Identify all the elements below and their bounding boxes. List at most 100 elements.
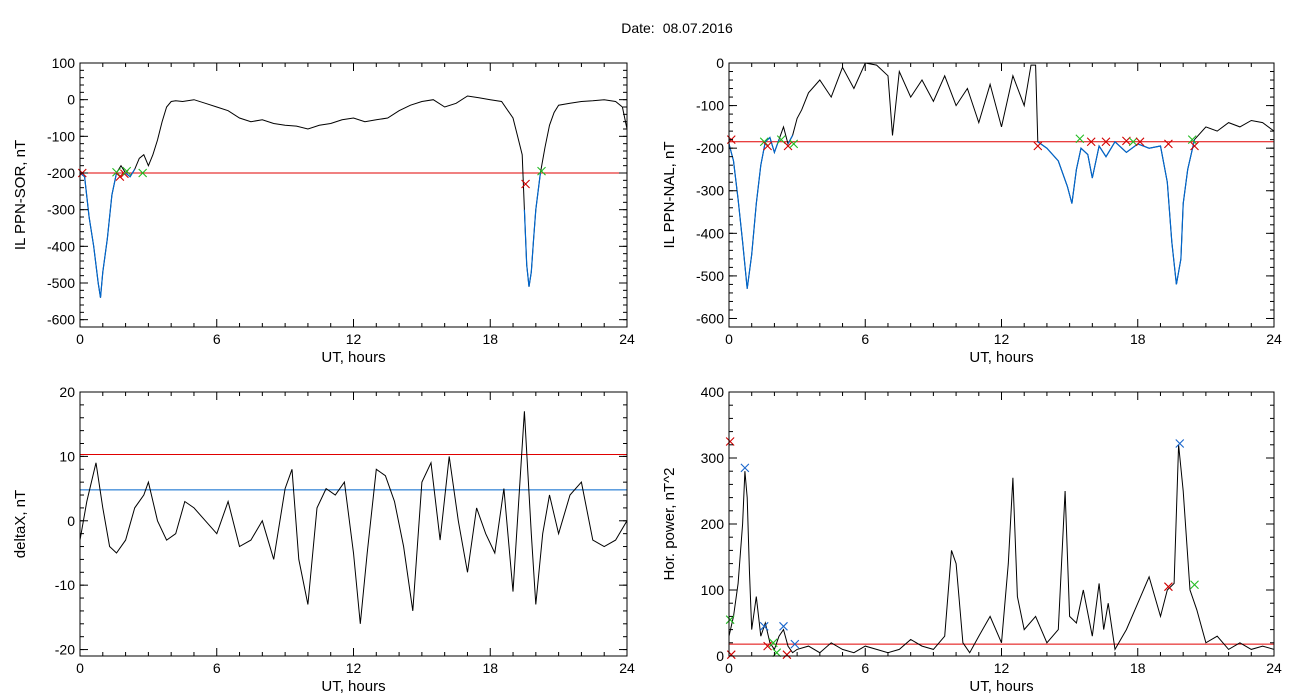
- nal-marker-green: [759, 137, 769, 147]
- deltax-x-tick-label: 12: [346, 660, 362, 676]
- power-marker-red: [725, 437, 735, 446]
- deltax-y-tick-label: 20: [59, 384, 75, 400]
- power-y-tick-label: 200: [701, 516, 725, 532]
- nal-plot-frame: [728, 62, 1275, 328]
- sor-below-threshold-line: [80, 172, 118, 298]
- nal-y-tick-label: 0: [716, 55, 724, 71]
- power-marker-green: [725, 615, 735, 625]
- nal-x-tick-label: 18: [1130, 331, 1146, 347]
- sor-y-axis-label: IL PPN-SOR, nT: [12, 140, 29, 250]
- nal-marker-red: [1033, 141, 1043, 151]
- power-marker-red: [726, 650, 736, 660]
- sor-x-tick-label: 18: [482, 331, 498, 347]
- power-marker-blue: [740, 463, 750, 473]
- power-x-tick-label: 0: [725, 660, 733, 676]
- sor-y-tick-label: 0: [67, 92, 75, 108]
- nal-y-tick-label: -600: [696, 310, 724, 326]
- nal-x-axis-label: UT, hours: [969, 349, 1033, 366]
- power-y-tick-label: 400: [701, 384, 725, 400]
- sor-marker-red: [115, 172, 125, 182]
- deltax-y-tick-label: -20: [55, 642, 75, 658]
- nal-x-tick-label: 12: [994, 331, 1010, 347]
- nal-x-tick-label: 0: [725, 331, 733, 347]
- power-marker-red: [763, 641, 772, 651]
- sor-y-tick-label: -300: [47, 202, 75, 218]
- nal-marker-green: [1128, 137, 1138, 147]
- nal-marker-red: [1190, 141, 1199, 151]
- figure-date: Date: 08.07.2016: [621, 20, 733, 36]
- nal-data-line: [729, 63, 1274, 289]
- nal-marker-green: [789, 139, 799, 149]
- nal-marker-red: [1101, 137, 1111, 147]
- power-marker-blue: [759, 621, 769, 631]
- sor-y-tick-label: -100: [47, 128, 75, 144]
- deltax-x-tick-label: 0: [76, 660, 84, 676]
- power-x-axis-label: UT, hours: [969, 678, 1033, 695]
- deltax-y-tick-label: -10: [55, 577, 75, 593]
- power-plot-frame: [728, 391, 1275, 657]
- power-x-tick-label: 18: [1130, 660, 1146, 676]
- sor-x-axis-label: UT, hours: [321, 349, 385, 366]
- chart-panel-deltax: 0 6 12 18 24 -20 -10 0 10 20 UT, hours deltaX, nT: [12, 384, 635, 695]
- power-y-tick-label: 100: [701, 582, 725, 598]
- sor-plot-frame: [79, 62, 628, 328]
- power-marker-blue: [790, 639, 800, 649]
- nal-below-threshold-line: [1037, 139, 1196, 285]
- deltax-y-axis-label: deltaX, nT: [12, 490, 29, 558]
- power-marker-green: [1190, 580, 1199, 590]
- power-marker-blue: [779, 621, 788, 631]
- nal-y-tick-label: -300: [696, 183, 724, 199]
- power-x-tick-label: 6: [861, 660, 869, 676]
- nal-marker-red: [783, 141, 793, 151]
- figure-date-value: 08.07.2016: [663, 20, 733, 36]
- sor-y-tick-label: -500: [47, 275, 75, 291]
- nal-marker-red: [763, 141, 772, 151]
- chart-panels: 0 6 12 18 24-600-500-400-300-200-1000100UT, …: [12, 55, 1282, 695]
- nal-below-threshold-line: [787, 135, 794, 145]
- deltax-y-tick-label: 10: [59, 448, 75, 464]
- sor-marker-red: [521, 179, 530, 189]
- sor-below-threshold-line: [125, 168, 136, 178]
- power-y-tick-label: 0: [716, 648, 724, 664]
- nal-below-threshold-line: [729, 136, 780, 289]
- sor-below-threshold-line: [523, 172, 541, 287]
- sor-marker-green: [537, 166, 546, 176]
- power-x-tick-label: 24: [1266, 660, 1282, 676]
- deltax-data-line: [80, 411, 627, 624]
- nal-marker-red: [1164, 139, 1173, 149]
- power-marker-red: [782, 650, 792, 660]
- nal-marker-red: [1135, 137, 1145, 147]
- power-marker-green: [768, 638, 778, 648]
- sor-data-line: [80, 95, 627, 298]
- sor-marker-green: [138, 168, 148, 178]
- power-data-line: [729, 444, 1274, 654]
- sor-x-tick-label: 6: [213, 331, 221, 347]
- sor-x-tick-label: 0: [76, 331, 84, 347]
- deltax-y-tick-label: 0: [67, 513, 75, 529]
- nal-marker-red: [1086, 137, 1096, 147]
- nal-y-tick-label: -400: [696, 225, 724, 241]
- power-marker-red: [1164, 582, 1173, 592]
- sor-y-tick-label: -200: [47, 165, 75, 181]
- nal-y-tick-label: -200: [696, 140, 724, 156]
- sor-y-tick-label: -400: [47, 238, 75, 254]
- figure-date-label: Date:: [621, 20, 654, 36]
- chart-panel-sor: 0 6 12 18 24 -600 -500 -400 -300 -200 -100 0 100 UT, …: [12, 55, 635, 366]
- sor-marker-green: [112, 167, 121, 177]
- nal-y-axis-label: IL PPN-NAL, nT: [661, 142, 678, 249]
- nal-marker-green: [1187, 135, 1197, 145]
- deltax-x-axis-label: UT, hours: [321, 678, 385, 695]
- sor-y-tick-label: 100: [52, 55, 76, 71]
- deltax-x-tick-label: 18: [482, 660, 498, 676]
- sor-y-tick-label: -600: [47, 312, 75, 328]
- chart-panel-nal: 0 6 12 18 24 -600 -500 -400 -300 -200 -100 0 UT, hou…: [661, 55, 1282, 366]
- power-y-tick-label: 300: [701, 450, 725, 466]
- nal-x-tick-label: 6: [861, 331, 869, 347]
- deltax-plot-frame: [79, 391, 628, 657]
- sor-x-tick-label: 12: [346, 331, 362, 347]
- power-marker-blue: [1175, 439, 1185, 448]
- sor-marker-green: [122, 166, 132, 176]
- deltax-x-tick-label: 24: [619, 660, 635, 676]
- power-x-tick-label: 12: [994, 660, 1010, 676]
